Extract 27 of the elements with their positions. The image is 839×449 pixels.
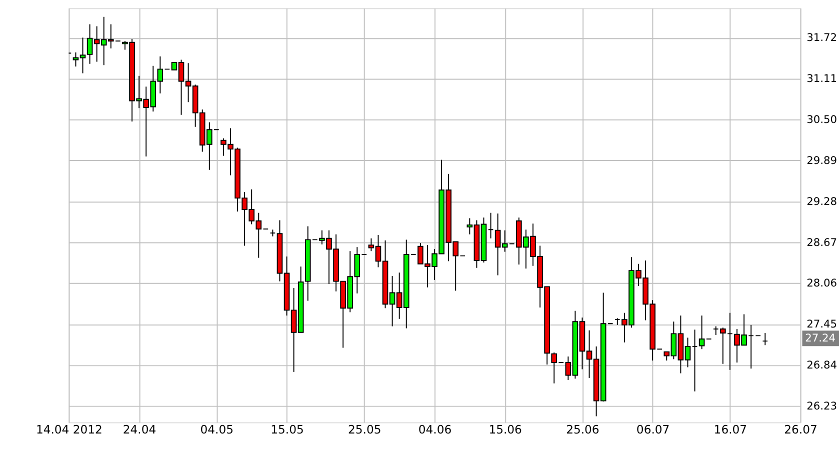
candlestick	[698, 315, 705, 350]
x-tick-label: 14.04 2012	[36, 422, 102, 436]
x-tick-label: 15.06	[488, 422, 522, 436]
candlestick	[488, 212, 494, 239]
x-tick-label: 04.05	[200, 422, 234, 436]
y-tick-label: 26.84	[806, 358, 838, 372]
y-tick-label: 31.11	[806, 72, 838, 85]
y-tick-label: 30.50	[806, 112, 838, 126]
candlestick	[270, 229, 276, 237]
y-tick-label: 27.45	[806, 318, 838, 331]
y-tick-label: 31.72	[806, 31, 838, 44]
x-tick-label: 04.06	[418, 422, 452, 436]
y-tick-label: 29.89	[806, 154, 838, 167]
candlestick	[762, 332, 768, 346]
x-tick-label: 25.06	[566, 422, 600, 436]
x-tick-label: 16.07	[714, 422, 748, 436]
y-tick-label: 26.23	[806, 400, 838, 413]
annotation: 27.24	[805, 331, 836, 344]
x-tick-label: 15.05	[270, 422, 304, 436]
candlestick	[692, 329, 698, 392]
x-tick-label: 26.07	[784, 422, 818, 436]
y-tick-label: 29.28	[806, 194, 838, 208]
x-tick-label: 25.05	[348, 422, 382, 436]
y-tick-label: 28.06	[806, 276, 838, 290]
x-tick-label: 06.07	[636, 422, 670, 436]
x-tick-label: 24.04	[122, 422, 156, 436]
y-tick-label: 28.67	[806, 236, 838, 249]
